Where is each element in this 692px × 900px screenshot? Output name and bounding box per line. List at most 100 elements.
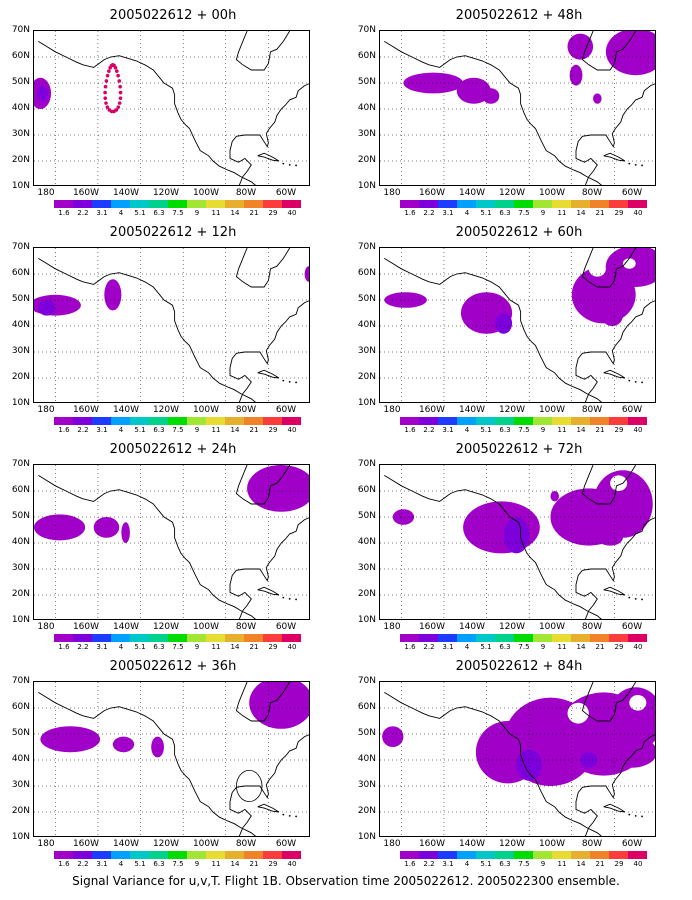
colorbar bbox=[54, 634, 301, 642]
colorbar-swatch bbox=[495, 417, 514, 425]
variance-shading bbox=[34, 77, 52, 109]
variance-shading bbox=[384, 248, 655, 334]
lon-tick-label: 160W bbox=[72, 622, 100, 632]
lon-tick-label: 120W bbox=[152, 188, 180, 198]
map-area bbox=[33, 30, 310, 186]
lon-tick-label: 60W bbox=[275, 405, 297, 415]
variance-shading bbox=[382, 687, 655, 786]
colorbar-label: 2.2 bbox=[77, 426, 89, 434]
lon-tick-label: 140W bbox=[458, 405, 486, 415]
lon-tick-label: 100W bbox=[538, 839, 566, 849]
lat-tick-label: 50N bbox=[357, 77, 376, 87]
lat-tick-label: 70N bbox=[11, 459, 30, 469]
colorbar-swatch bbox=[628, 200, 647, 208]
colorbar-swatch bbox=[609, 417, 628, 425]
colorbar-swatch bbox=[457, 634, 476, 642]
lat-tick-label: 60N bbox=[11, 51, 30, 61]
colorbar-label: 6.3 bbox=[499, 860, 511, 868]
colorbar-label: 29 bbox=[614, 860, 624, 868]
lat-tick-label: 30N bbox=[11, 346, 30, 356]
colorbar-label: 1.6 bbox=[58, 426, 70, 434]
colorbar-swatch bbox=[54, 851, 73, 859]
colorbar-swatch bbox=[168, 200, 187, 208]
colorbar-swatch bbox=[400, 200, 419, 208]
lat-tick-label: 20N bbox=[11, 372, 30, 382]
lat-tick-label: 60N bbox=[357, 485, 376, 495]
panel-title: 2005022612 + 60h bbox=[455, 225, 583, 240]
graticule bbox=[34, 248, 309, 402]
lat-tick-label: 30N bbox=[11, 129, 30, 139]
lon-tick-label: 180 bbox=[37, 622, 55, 632]
colorbar-swatch bbox=[457, 200, 476, 208]
colorbar-label: 2.2 bbox=[77, 209, 89, 217]
colorbar-label: 29 bbox=[614, 426, 624, 434]
lon-tick-label: 100W bbox=[538, 188, 566, 198]
colorbar-label: 6.3 bbox=[153, 209, 165, 217]
colorbar-label: 14 bbox=[576, 643, 586, 651]
lat-tick-label: 10N bbox=[357, 615, 376, 625]
colorbar-label: 7.5 bbox=[518, 426, 530, 434]
lon-tick-label: 180 bbox=[383, 622, 401, 632]
colorbar-label: 14 bbox=[230, 426, 240, 434]
lon-tick-label: 140W bbox=[458, 188, 486, 198]
colorbar-swatch bbox=[92, 851, 111, 859]
colorbar-label: 2.2 bbox=[423, 860, 435, 868]
colorbar-label: 21 bbox=[249, 860, 259, 868]
colorbar-label: 11 bbox=[211, 426, 221, 434]
coastline bbox=[38, 465, 309, 619]
lat-tick-label: 70N bbox=[357, 676, 376, 686]
colorbar-swatch bbox=[282, 417, 301, 425]
panel-title: 2005022612 + 00h bbox=[109, 8, 237, 23]
colorbar-label: 4 bbox=[464, 643, 470, 651]
colorbar-label: 14 bbox=[576, 209, 586, 217]
colorbar bbox=[54, 417, 301, 425]
colorbar-swatch bbox=[495, 851, 514, 859]
colorbar-label: 7.5 bbox=[518, 209, 530, 217]
colorbar-swatch bbox=[438, 200, 457, 208]
map-area bbox=[33, 681, 310, 837]
lon-tick-label: 180 bbox=[37, 405, 55, 415]
colorbar-label: 6.3 bbox=[499, 209, 511, 217]
colorbar-swatch bbox=[149, 634, 168, 642]
map-area bbox=[33, 247, 310, 403]
colorbar-label: 11 bbox=[211, 209, 221, 217]
lon-tick-label: 80W bbox=[581, 622, 603, 632]
colorbar-label: 14 bbox=[230, 643, 240, 651]
map-area bbox=[379, 247, 656, 403]
colorbar-label: 9 bbox=[540, 643, 546, 651]
colorbar-swatch bbox=[514, 417, 533, 425]
lat-tick-label: 10N bbox=[357, 181, 376, 191]
colorbar-swatch bbox=[609, 851, 628, 859]
colorbar-label: 9 bbox=[194, 209, 200, 217]
colorbar-label: 4 bbox=[118, 209, 124, 217]
colorbar-label: 6.3 bbox=[153, 643, 165, 651]
lat-tick-label: 60N bbox=[357, 51, 376, 61]
lon-tick-label: 120W bbox=[498, 405, 526, 415]
variance-shading bbox=[34, 465, 309, 543]
lat-tick-label: 50N bbox=[357, 511, 376, 521]
map-panel: 2005022612 + 60h 70N 60N 50N 40N 30N 20N 10N 180… bbox=[346, 217, 692, 434]
lat-tick-label: 30N bbox=[357, 346, 376, 356]
lat-tick-label: 40N bbox=[357, 320, 376, 330]
panel-title: 2005022612 + 24h bbox=[109, 442, 237, 457]
colorbar-label: 40 bbox=[287, 643, 297, 651]
map-panel: 2005022612 + 72h 70N 60N 50N 40N 30N 20N 10N 180… bbox=[346, 434, 692, 651]
colorbar-swatch bbox=[130, 417, 149, 425]
colorbar-swatch bbox=[495, 634, 514, 642]
colorbar-label: 6.3 bbox=[153, 426, 165, 434]
colorbar-label: 40 bbox=[287, 209, 297, 217]
lat-tick-label: 70N bbox=[357, 459, 376, 469]
lat-tick-label: 10N bbox=[357, 398, 376, 408]
colorbar-swatch bbox=[244, 851, 263, 859]
lon-tick-label: 100W bbox=[192, 839, 220, 849]
colorbar bbox=[400, 200, 647, 208]
colorbar-swatch bbox=[225, 417, 244, 425]
colorbar-swatch bbox=[282, 634, 301, 642]
colorbar-swatch bbox=[225, 851, 244, 859]
lon-tick-label: 100W bbox=[192, 405, 220, 415]
colorbar-swatch bbox=[92, 200, 111, 208]
colorbar-label: 9 bbox=[540, 426, 546, 434]
colorbar-label: 4 bbox=[464, 426, 470, 434]
lon-tick-label: 60W bbox=[275, 622, 297, 632]
colorbar-swatch bbox=[206, 417, 225, 425]
